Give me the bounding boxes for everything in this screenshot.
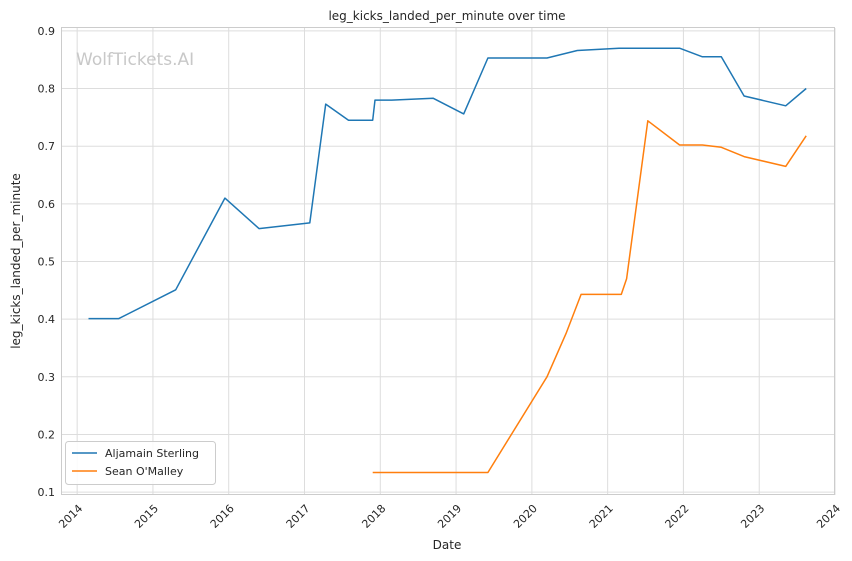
x-tick-label: 2019 (435, 502, 464, 531)
x-tick-label: 2015 (132, 502, 161, 531)
y-tick-label: 0.5 (38, 256, 56, 269)
plot-lines (88, 47, 807, 474)
x-tick-label: 2014 (56, 502, 85, 531)
y-tick-label: 0.7 (38, 140, 56, 153)
x-tick-label: 2017 (284, 502, 313, 531)
series-line-sterling (88, 47, 807, 320)
y-axis-ticks: 0.1 0.2 0.3 0.4 0.5 0.6 0.7 0.8 0.9 (38, 25, 56, 499)
y-tick-label: 0.2 (38, 428, 56, 441)
grid (62, 28, 836, 495)
legend-label-sterling: Aljamain Sterling (105, 447, 199, 460)
legend: Aljamain Sterling Sean O'Malley (65, 441, 216, 485)
x-axis-ticks: 2014 2015 2016 2017 2018 2019 2020 2021 2022 2023… (56, 502, 843, 531)
watermark: WolfTickets.AI (76, 50, 194, 70)
x-tick-label: 2023 (738, 502, 767, 531)
y-tick-label: 0.4 (38, 313, 56, 326)
x-axis-title: Date (433, 538, 462, 552)
y-tick-label: 0.8 (38, 83, 56, 96)
x-tick-label: 2024 (814, 502, 843, 531)
x-tick-label: 2016 (208, 502, 237, 531)
plot-frame (61, 27, 835, 495)
chart-title: leg_kicks_landed_per_minute over time (328, 9, 565, 23)
y-tick-label: 0.9 (38, 25, 56, 38)
series-line-omalley (372, 120, 807, 474)
x-tick-label: 2020 (511, 502, 540, 531)
x-tick-label: 2021 (587, 502, 616, 531)
x-tick-label: 2022 (663, 502, 692, 531)
y-tick-label: 0.6 (38, 198, 56, 211)
y-tick-label: 0.3 (38, 371, 56, 384)
y-axis-title: leg_kicks_landed_per_minute (9, 173, 23, 349)
legend-label-omalley: Sean O'Malley (105, 465, 184, 478)
y-tick-label: 0.1 (38, 486, 56, 499)
x-tick-label: 2018 (359, 502, 388, 531)
legend-box (65, 441, 216, 485)
